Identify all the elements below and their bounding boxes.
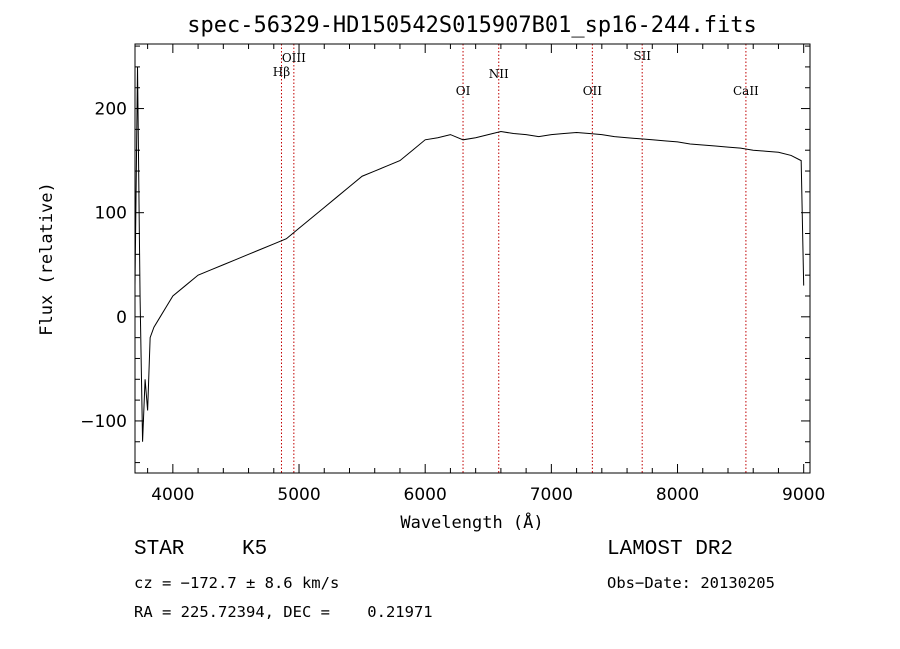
y-axis: −100 0 100 200: [80, 45, 810, 464]
y-axis-title: Flux (relative): [37, 182, 57, 336]
x-axis: 4000 5000 6000 7000 8000 9000: [147, 44, 825, 505]
line-label-2: OI: [456, 84, 471, 98]
y-tick-label-3: 200: [95, 100, 127, 120]
object-class: STAR: [134, 538, 185, 561]
redshift-velocity: cz = −172.7 ± 8.6 km/s: [134, 574, 340, 592]
observation-date: Obs−Date: 20130205: [607, 574, 775, 592]
x-tick-label-5: 9000: [782, 485, 825, 505]
sky-coordinates: RA = 225.72394, DEC = 0.21971: [134, 603, 433, 621]
survey-name: LAMOST DR2: [607, 538, 734, 561]
line-label-5: SII: [633, 49, 651, 63]
line-label-4: OII: [583, 84, 603, 98]
line-label-6: CaII: [733, 84, 759, 98]
y-tick-label-0: −100: [80, 412, 127, 432]
x-tick-label-3: 7000: [530, 485, 573, 505]
x-tick-label-1: 5000: [277, 485, 320, 505]
y-tick-label-2: 100: [95, 204, 127, 224]
y-tick-label-1: 0: [116, 308, 127, 328]
line-label-0: Hβ: [273, 65, 290, 79]
x-tick-label-4: 8000: [656, 485, 699, 505]
line-label-1: OIII: [282, 51, 306, 65]
plot-frame: [134, 43, 811, 474]
spectrum-line: [134, 66, 805, 442]
line-label-3: NII: [489, 67, 509, 81]
x-tick-label-2: 6000: [404, 485, 447, 505]
emission-line-markers: [280, 44, 747, 473]
x-axis-title: Wavelength (Å): [400, 511, 543, 533]
x-tick-label-0: 4000: [151, 485, 194, 505]
chart-title: spec-56329-HD150542S015907B01_sp16-244.f…: [187, 13, 757, 38]
object-subclass: K5: [242, 538, 268, 561]
